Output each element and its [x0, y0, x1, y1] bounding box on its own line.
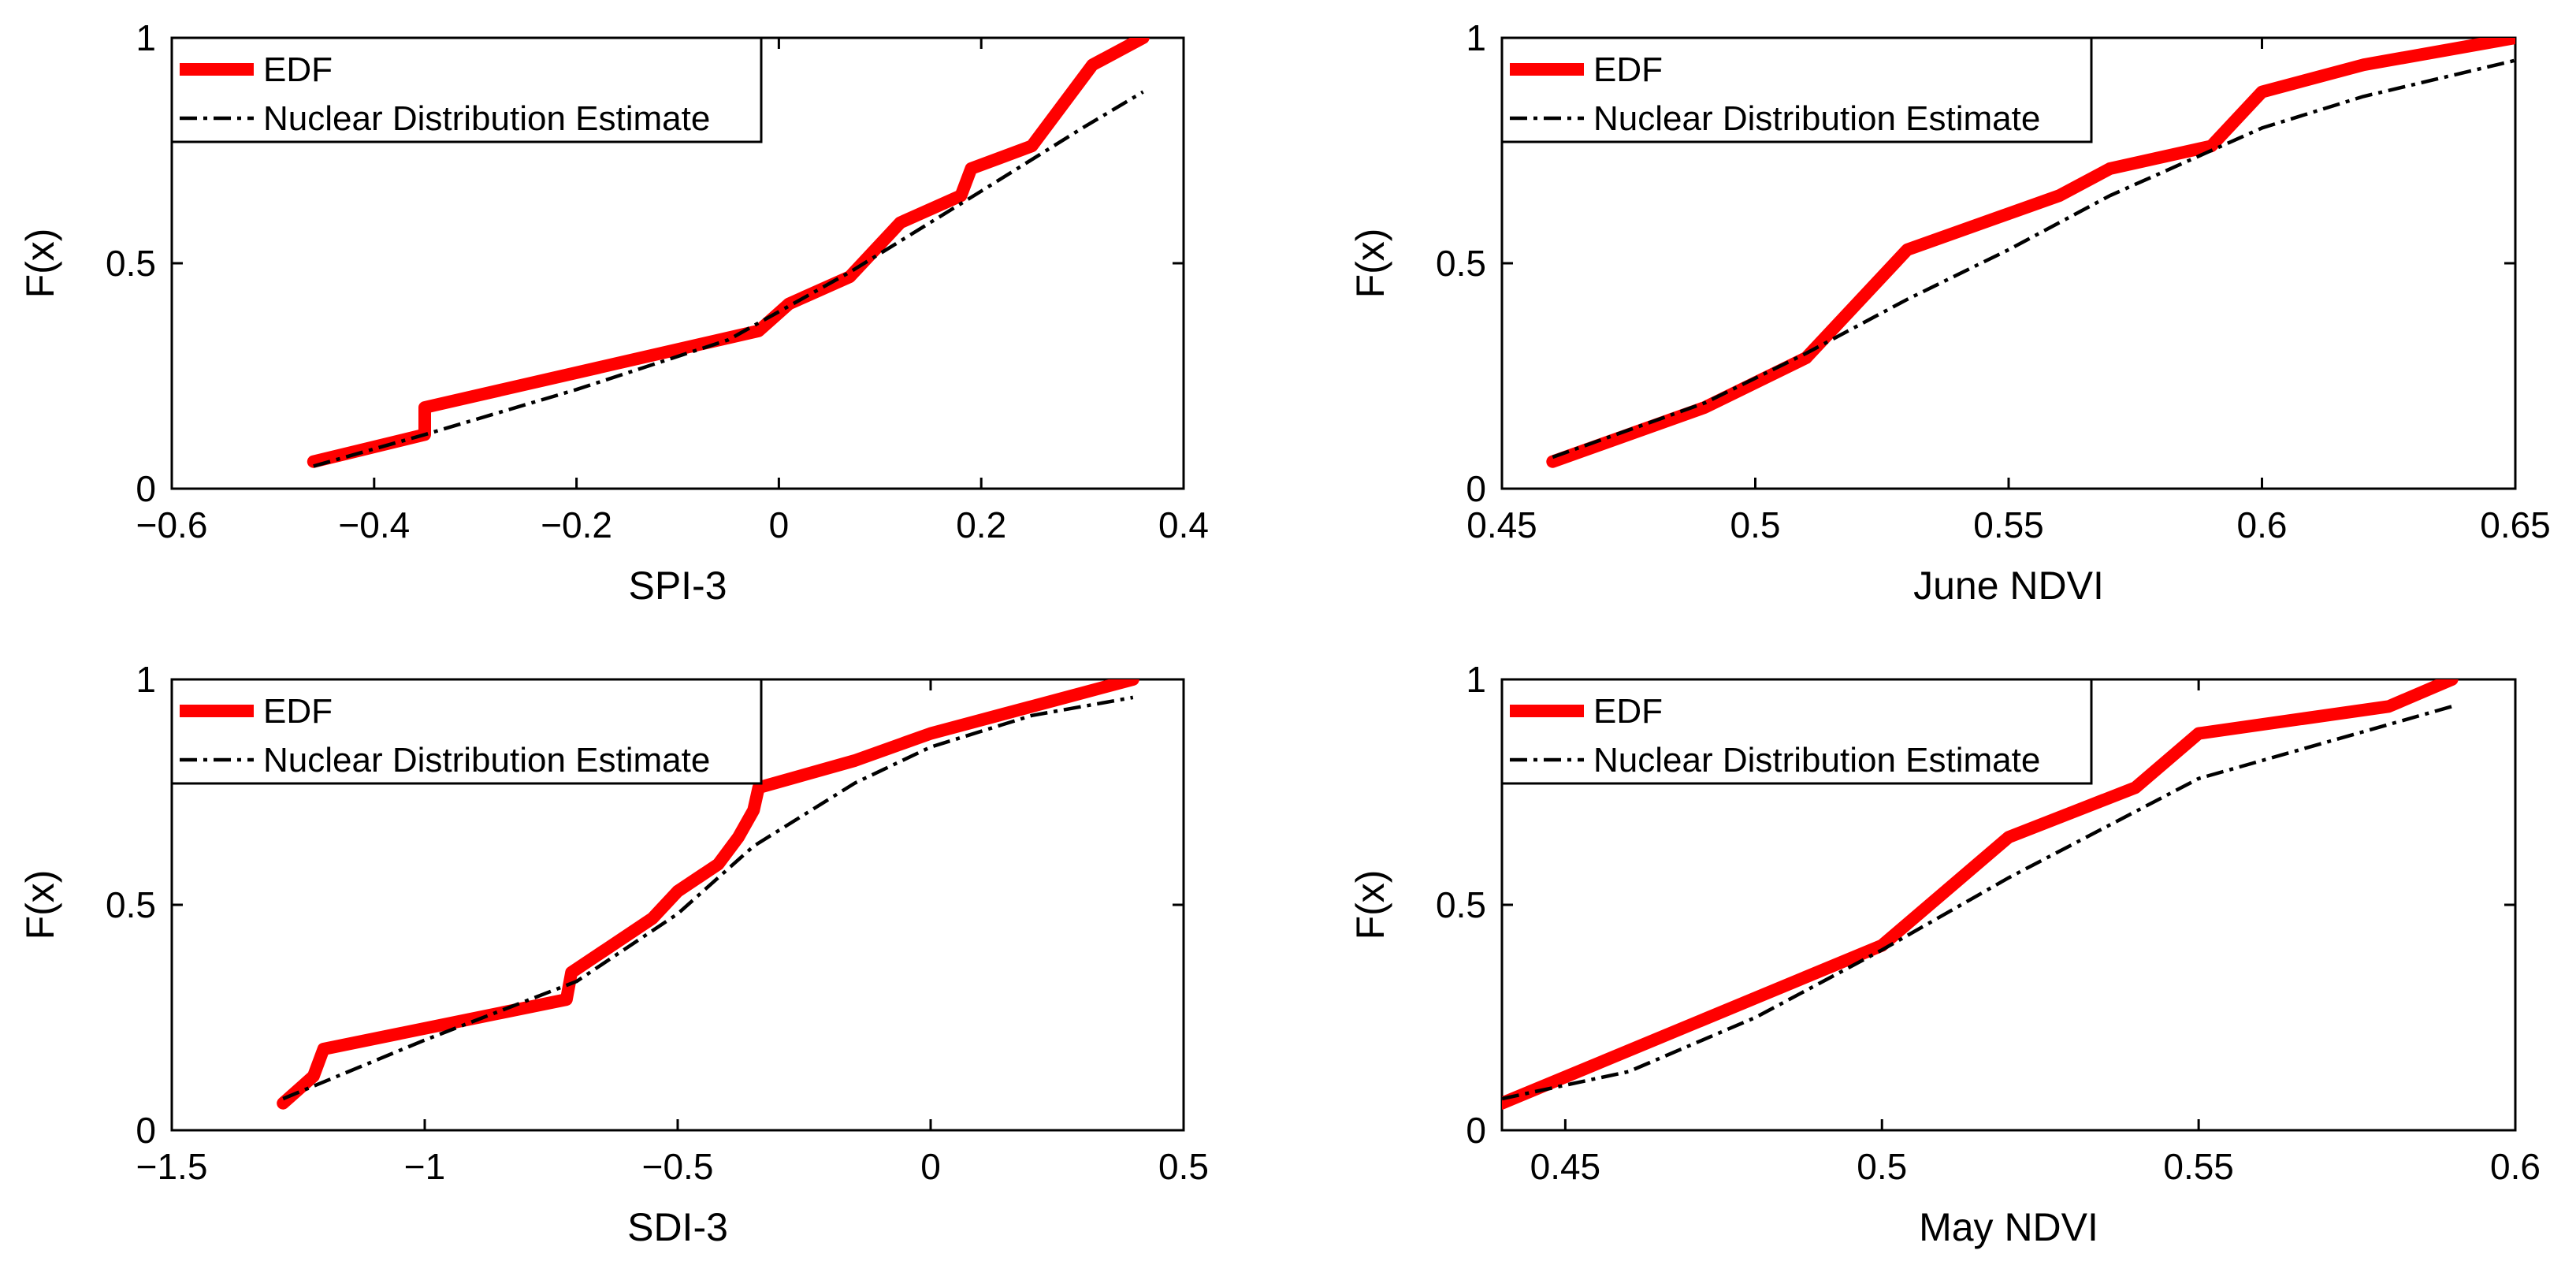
x-tick-label: −0.6: [136, 504, 208, 545]
nde-series-line: [313, 90, 1144, 468]
y-tick-label: 0: [136, 1110, 156, 1151]
x-tick-label: 0.65: [2480, 504, 2551, 545]
x-tick-label: 0.55: [1973, 504, 2044, 545]
y-axis-label: F(x): [1348, 870, 1392, 940]
legend-box: [170, 36, 763, 143]
y-tick-label: 0.5: [1436, 884, 1486, 925]
x-tick-label: −0.2: [541, 504, 612, 545]
chart-panel-1: −0.6 −0.4 −0.2 0 0.2 0.4 0 0.5 1 SPI-3 F(x) EDF Nucl…: [18, 17, 1209, 608]
x-tick-label: −1: [404, 1146, 445, 1187]
x-axis-label: June NDVI: [1913, 564, 2104, 608]
x-axis-label: May NDVI: [1919, 1205, 2098, 1249]
y-tick-label: 1: [1466, 659, 1486, 700]
chart-panel-2: 0.45 0.5 0.55 0.6 0.65 0 0.5 1 June NDVI F(x) EDF N…: [1348, 17, 2551, 608]
x-tick-label: 0.5: [1158, 1146, 1209, 1187]
x-tick-label: −0.4: [338, 504, 410, 545]
nde-series-line: [282, 695, 1134, 1101]
nde-series-line: [1552, 58, 2515, 460]
legend: EDF Nuclear Distribution Estimate: [170, 678, 763, 785]
x-tick-label: −1.5: [136, 1146, 208, 1187]
legend-box: [1500, 678, 2093, 785]
x-axis-label: SPI-3: [628, 564, 727, 608]
x-tick-label: 0.5: [1857, 1146, 1907, 1187]
edf-series-line: [277, 679, 1139, 1110]
y-axis-label: F(x): [18, 870, 62, 940]
x-tick-label: 0.5: [1730, 504, 1781, 545]
x-tick-label: −0.5: [642, 1146, 714, 1187]
legend-nde-label: Nuclear Distribution Estimate: [1593, 741, 2040, 780]
x-tick-label: 0.45: [1530, 1146, 1601, 1187]
x-tick-label: 0: [920, 1146, 941, 1187]
chart-panel-4: 0.45 0.5 0.55 0.6 0 0.5 1 May NDVI F(x) EDF Nuclea…: [1348, 659, 2541, 1249]
y-tick-label: 0.5: [1436, 243, 1486, 284]
y-tick-label: 1: [1466, 17, 1486, 58]
legend-nde-label: Nuclear Distribution Estimate: [263, 741, 710, 780]
legend-box: [1500, 36, 2093, 143]
y-tick-label: 0: [1466, 468, 1486, 509]
legend: EDF Nuclear Distribution Estimate: [170, 36, 763, 143]
x-tick-label: 0.45: [1466, 504, 1537, 545]
y-tick-label: 0.5: [106, 243, 156, 284]
y-tick-label: 0: [1466, 1110, 1486, 1151]
x-tick-label: 0.55: [2163, 1146, 2234, 1187]
chart-panel-3: −1.5 −1 −0.5 0 0.5 0 0.5 1 SDI-3 F(x) EDF Nuclear D…: [18, 659, 1209, 1249]
legend-edf-label: EDF: [1593, 692, 1663, 731]
legend: EDF Nuclear Distribution Estimate: [1500, 678, 2093, 785]
edf-series-line: [1546, 38, 2515, 468]
legend-nde-label: Nuclear Distribution Estimate: [263, 99, 710, 138]
y-tick-label: 0.5: [106, 884, 156, 925]
x-tick-label: 0.6: [2490, 1146, 2541, 1187]
x-tick-label: 0.6: [2237, 504, 2288, 545]
legend-nde-label: Nuclear Distribution Estimate: [1593, 99, 2040, 138]
legend: EDF Nuclear Distribution Estimate: [1500, 36, 2093, 143]
legend-edf-label: EDF: [263, 50, 333, 89]
y-axis-label: F(x): [18, 229, 62, 299]
x-tick-label: 0.4: [1158, 504, 1209, 545]
x-tick-label: 0: [769, 504, 790, 545]
legend-edf-label: EDF: [263, 692, 333, 731]
y-axis-label: F(x): [1348, 229, 1392, 299]
y-tick-label: 1: [136, 659, 156, 700]
nde-series-line: [1502, 705, 2453, 1101]
edf-series-line: [307, 38, 1150, 468]
legend-edf-label: EDF: [1593, 50, 1663, 89]
x-tick-label: 0.2: [956, 504, 1006, 545]
y-tick-label: 0: [136, 468, 156, 509]
legend-box: [170, 678, 763, 785]
x-axis-label: SDI-3: [627, 1205, 728, 1249]
y-tick-label: 1: [136, 17, 156, 58]
edf-series-line: [1502, 679, 2459, 1110]
